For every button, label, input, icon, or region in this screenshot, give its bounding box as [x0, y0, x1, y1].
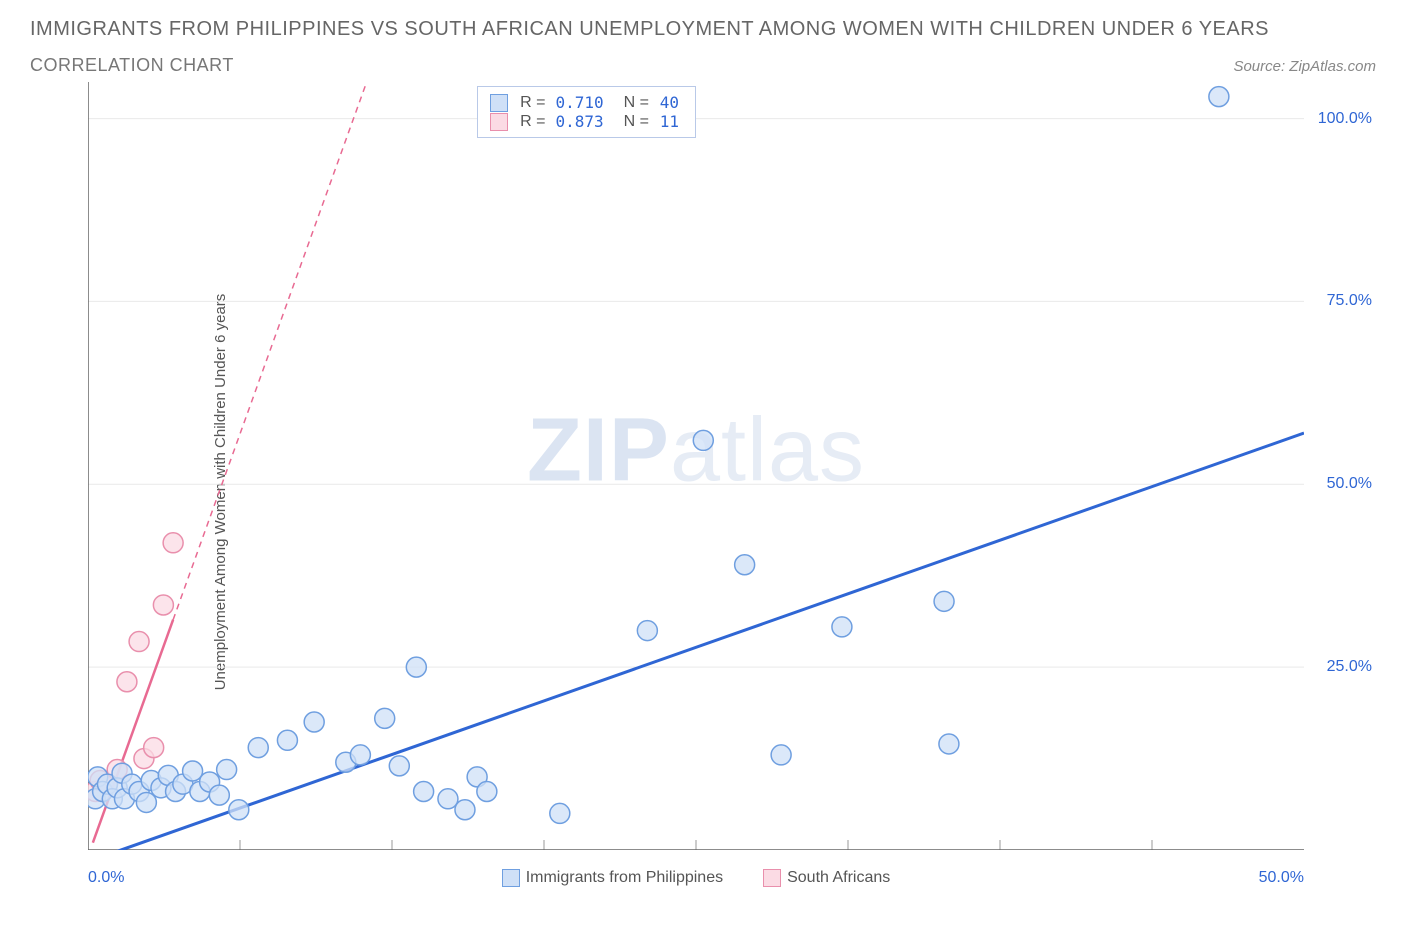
data-point: [153, 595, 173, 615]
data-point: [693, 430, 713, 450]
legend-r-label: R =: [520, 113, 545, 131]
subtitle-row: CORRELATION CHART Source: ZipAtlas.com: [30, 55, 1376, 76]
legend-r-value: 0.710: [551, 93, 607, 112]
legend-swatch: [490, 94, 508, 112]
data-point: [550, 803, 570, 823]
legend-swatch: [490, 113, 508, 131]
legend-n-value: 11: [655, 112, 683, 131]
data-point: [277, 730, 297, 750]
data-point: [477, 781, 497, 801]
data-point: [389, 756, 409, 776]
legend-r-value: 0.873: [551, 112, 607, 131]
legend-n-value: 40: [655, 93, 683, 112]
y-tick-label: 25.0%: [1327, 658, 1372, 676]
data-point: [144, 738, 164, 758]
data-point: [934, 591, 954, 611]
x-tick-max: 50.0%: [1259, 869, 1304, 887]
data-point: [406, 657, 426, 677]
bottom-legend: Immigrants from Philippines South African…: [88, 869, 1304, 887]
legend-series-label: Immigrants from Philippines: [526, 869, 723, 886]
data-point: [117, 672, 137, 692]
legend-row: R = 0.710 N = 40: [490, 93, 683, 112]
data-point: [771, 745, 791, 765]
legend-swatch: [502, 869, 520, 887]
correlation-legend: R = 0.710 N = 40 R = 0.873 N = 11: [477, 86, 696, 138]
data-point: [637, 621, 657, 641]
data-point: [136, 792, 156, 812]
legend-row: R = 0.873 N = 11: [490, 112, 683, 131]
chart-area: Unemployment Among Women with Children U…: [30, 82, 1376, 902]
data-point: [217, 760, 237, 780]
legend-series-label: South Africans: [787, 869, 890, 886]
data-point: [1209, 87, 1229, 107]
data-point: [350, 745, 370, 765]
y-tick-label: 75.0%: [1327, 292, 1372, 310]
data-point: [129, 632, 149, 652]
data-point: [414, 781, 434, 801]
plot-area: ZIPatlas R =0.710N =40R =0.873N =11: [88, 82, 1304, 850]
data-point: [438, 789, 458, 809]
legend-n-label: N =: [624, 113, 649, 131]
data-point: [229, 800, 249, 820]
data-point: [209, 785, 229, 805]
bottom-legend-item: South Africans: [763, 869, 890, 887]
legend-swatch: [763, 869, 781, 887]
page-container: IMMIGRANTS FROM PHILIPPINES VS SOUTH AFR…: [0, 0, 1406, 930]
source-label: Source: ZipAtlas.com: [1233, 58, 1376, 75]
y-tick-label: 50.0%: [1327, 475, 1372, 493]
x-axis-row: 0.0% Immigrants from PhilippinesSouth Af…: [88, 854, 1304, 902]
data-point: [163, 533, 183, 553]
data-point: [939, 734, 959, 754]
data-point: [455, 800, 475, 820]
data-point: [375, 708, 395, 728]
data-point: [248, 738, 268, 758]
bottom-legend-item: Immigrants from Philippines: [502, 869, 723, 887]
legend-n-label: N =: [624, 94, 649, 112]
y-tick-label: 100.0%: [1318, 110, 1372, 128]
chart-svg: [88, 82, 1304, 850]
data-point: [832, 617, 852, 637]
page-title: IMMIGRANTS FROM PHILIPPINES VS SOUTH AFR…: [30, 18, 1376, 41]
legend-r-label: R =: [520, 94, 545, 112]
data-point: [304, 712, 324, 732]
chart-subtitle: CORRELATION CHART: [30, 55, 234, 76]
data-point: [735, 555, 755, 575]
data-point: [183, 761, 203, 781]
